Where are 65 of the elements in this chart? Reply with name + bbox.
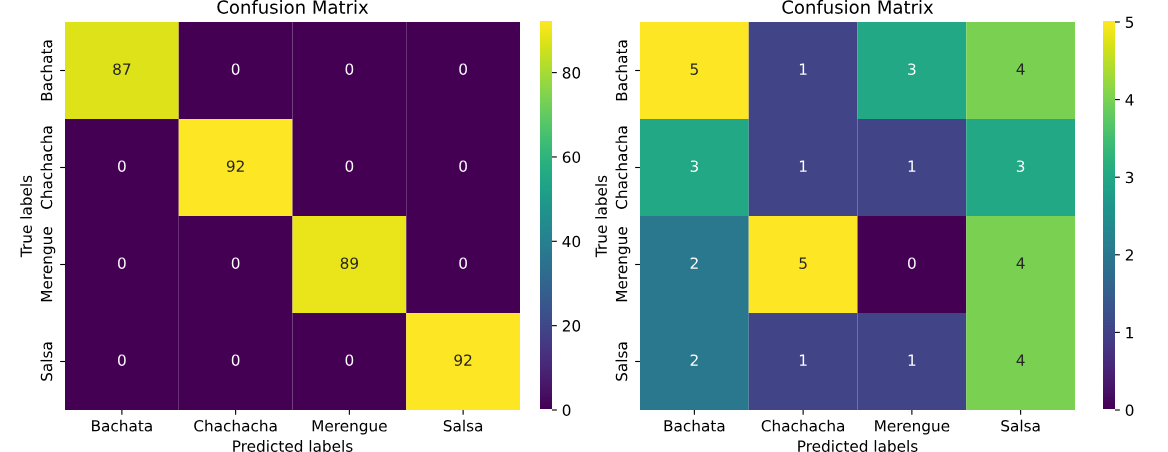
y-tick-label: Bachata [40,40,53,101]
data-label: 5 [690,63,698,75]
data-label: 0 [231,257,240,269]
color-bar-label: 3 [1125,171,1134,184]
color-bar-label: 1 [1126,327,1134,339]
y-axis-title: True labels [20,175,32,258]
data-label: 3 [1016,160,1025,172]
data-label: 2 [690,257,698,269]
data-label: 0 [908,257,916,269]
color-bar-label: 80 [562,67,581,79]
y-tick-label: Salsa [615,342,628,381]
x-axis-title: Predicted labels [798,440,918,452]
color-bar-label: 60 [562,151,581,163]
chart-title: Confusion Matrix [217,0,369,14]
y-tick-label: Merengue [40,227,56,302]
chart-title: Confusion Matrix [782,0,934,14]
x-tick-label: Salsa [1001,419,1040,432]
y-tick-label: Chachacha [615,126,628,209]
data-label: 1 [799,354,807,366]
data-label: 0 [231,63,240,75]
data-label: 0 [118,354,126,366]
data-label: 3 [690,160,699,172]
data-label: 3 [908,63,916,75]
color-bar-label: 5 [1125,16,1134,29]
color-bar-label: 2 [1125,249,1133,261]
color-bar-label: 40 [562,235,581,248]
data-label: 87 [113,63,131,75]
data-label: 1 [799,160,807,172]
x-tick-label: Chachacha [761,419,845,432]
x-tick-label: Salsa [443,419,483,432]
x-tick-label: Bachata [92,419,152,432]
x-tick-label: Chachacha [194,419,277,432]
y-tick-label: Bachata [615,40,628,101]
x-axis-title: Predicted labels [233,440,353,452]
data-label: 1 [908,354,916,366]
data-label: 89 [340,257,359,269]
data-label: 0 [345,160,354,172]
data-label: 2 [690,354,698,366]
y-tick-label: Merengue [615,227,631,302]
data-label: 0 [118,160,126,172]
data-label: 1 [908,160,916,172]
data-label: 5 [799,257,807,269]
color-bar-label: 0 [1125,404,1134,417]
color-bar-label: 20 [562,320,581,332]
y-tick-label: Chachacha [40,126,53,209]
data-label: 4 [1016,257,1025,269]
data-label: 0 [459,160,467,172]
data-label: 0 [459,63,467,75]
data-label: 0 [118,257,126,269]
x-tick-label: Merengue [875,420,950,435]
data-label: 0 [345,354,354,366]
data-label: 0 [459,257,467,269]
data-label: 4 [1016,63,1025,75]
data-label: 92 [454,354,472,366]
data-label: 0 [231,354,240,366]
y-tick-label: Salsa [40,342,53,381]
color-bar-label: 0 [562,404,571,417]
data-label: 1 [799,63,807,75]
data-label: 0 [345,63,354,75]
data-label: 92 [226,160,244,172]
x-tick-label: Merengue [312,420,387,435]
data-label: 4 [1016,354,1025,366]
y-axis-title: True labels [595,175,607,258]
color-bar-label: 4 [1125,94,1134,106]
x-tick-label: Bachata [664,419,725,432]
